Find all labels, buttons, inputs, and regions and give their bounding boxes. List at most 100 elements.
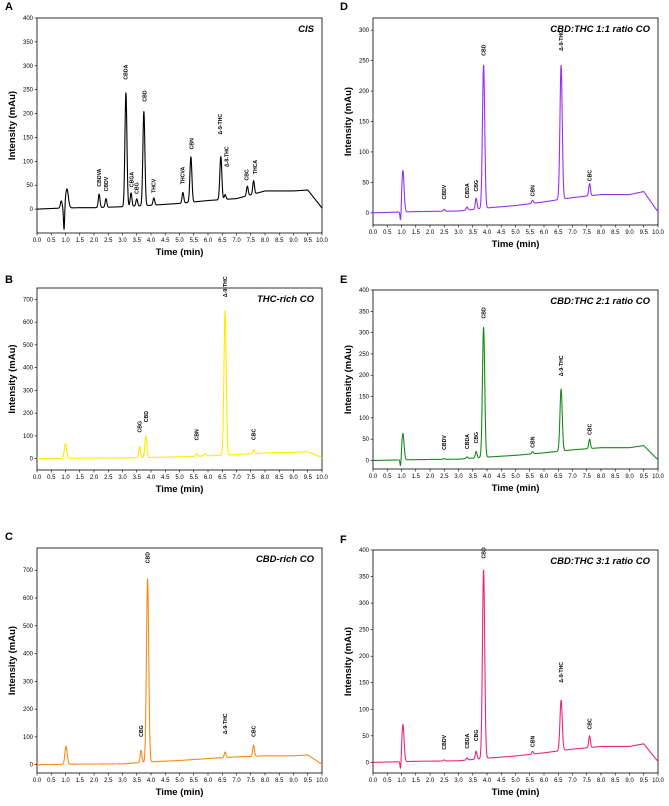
x-tick-label: 9.0: [625, 474, 634, 480]
peak-label: Δ-9-THC: [223, 276, 229, 297]
x-tick-label: 3.5: [133, 238, 142, 244]
y-tick-label: 300: [359, 331, 370, 337]
x-tick-label: 6.0: [204, 238, 213, 244]
x-tick-label: 6.5: [218, 475, 227, 481]
y-tick-label: 250: [359, 628, 370, 634]
x-tick-label: 5.0: [175, 238, 184, 244]
peak-label: CBC: [587, 423, 593, 434]
peak-label: CBN: [194, 429, 200, 440]
x-tick-label: 9.0: [625, 230, 634, 236]
y-tick-label: 0: [366, 760, 370, 766]
x-tick-label: 1.0: [61, 475, 70, 481]
x-tick-label: 9.0: [289, 475, 298, 481]
y-tick-label: 150: [359, 395, 370, 401]
chart-panel-a: 0.0 0.5 1.0 1.5 2.0 2.5 3.0 3.5 4.0 4.5 5.0 5.5 6.0 6…: [5, 1, 328, 258]
y-tick-label: 400: [359, 548, 370, 554]
peak-label: CBC: [244, 169, 250, 180]
y-tick-label: 100: [359, 150, 370, 156]
x-tick-label: 0.5: [383, 230, 392, 236]
x-tick-label: 4.0: [147, 475, 156, 481]
x-tick-label: 1.0: [61, 778, 70, 784]
x-tick-label: 9.5: [640, 474, 649, 480]
x-axis-label: Time (min): [156, 484, 204, 495]
x-tick-label: 0.5: [47, 475, 56, 481]
x-tick-label: 5.0: [175, 778, 184, 784]
peak-label: Δ-9-THC: [218, 114, 224, 135]
chromatogram-trace: [36, 92, 323, 230]
peak-label: CBDA: [465, 733, 471, 748]
x-tick-label: 0.0: [369, 474, 378, 480]
x-tick-label: 2.0: [90, 778, 99, 784]
x-tick-label: 8.5: [275, 778, 284, 784]
x-tick-label: 3.5: [133, 778, 142, 784]
x-tick-label: 2.5: [440, 230, 449, 236]
y-tick-label: 100: [359, 416, 370, 422]
plot-frame: [36, 287, 323, 471]
x-tick-label: 2.5: [104, 778, 113, 784]
x-tick-label: 7.5: [247, 238, 256, 244]
x-tick-label: 9.5: [640, 778, 649, 784]
x-tick-label: 7.5: [583, 474, 592, 480]
peak-label: CBGA: [129, 172, 135, 188]
y-axis-label: Intensity (mAu): [7, 344, 18, 413]
panel-title: THC-rich CO: [257, 294, 315, 305]
y-tick-label: 600: [23, 596, 34, 602]
y-tick-label: 150: [359, 681, 370, 687]
peak-label: CBN: [189, 138, 195, 149]
x-tick-label: 1.5: [412, 778, 421, 784]
peak-label: CBG: [137, 421, 143, 433]
x-tick-label: 7.0: [568, 778, 577, 784]
x-tick-label: 9.0: [625, 778, 634, 784]
y-tick-label: 400: [23, 16, 34, 22]
x-tick-label: 6.0: [540, 778, 549, 784]
x-axis-label: Time (min): [156, 787, 204, 798]
x-tick-label: 9.5: [304, 778, 313, 784]
y-tick-label: 100: [23, 434, 34, 440]
peak-label: CBDV: [442, 184, 448, 199]
y-tick-label: 100: [23, 735, 34, 741]
x-tick-label: 8.5: [275, 238, 284, 244]
y-axis-label: Intensity (mAu): [7, 626, 18, 695]
peak-label: CBDA: [124, 64, 130, 79]
x-axis-label: Time (min): [492, 787, 540, 798]
peak-label: Δ-9-THC: [559, 662, 565, 683]
peak-label: CBDV: [442, 435, 448, 450]
x-tick-label: 5.5: [526, 778, 535, 784]
x-tick-label: 5.5: [526, 230, 535, 236]
x-tick-label: 4.5: [161, 778, 170, 784]
y-tick-label: 700: [23, 297, 34, 303]
y-tick-label: 300: [23, 64, 34, 70]
peak-label: CBN: [530, 735, 536, 746]
x-tick-label: 0.5: [47, 238, 56, 244]
x-tick-label: 4.5: [497, 474, 506, 480]
y-tick-label: 0: [366, 458, 370, 464]
y-tick-label: 200: [359, 654, 370, 660]
peak-label: CBG: [474, 730, 480, 742]
y-axis-label: Intensity (mAu): [7, 91, 18, 160]
y-tick-label: 100: [359, 707, 370, 713]
panel-title: CBD:THC 2:1 ratio CO: [550, 296, 650, 307]
y-tick-label: 200: [23, 411, 34, 417]
x-tick-label: 1.0: [397, 778, 406, 784]
x-tick-label: 7.0: [232, 238, 241, 244]
y-tick-label: 400: [23, 366, 34, 372]
x-tick-label: 8.0: [597, 230, 606, 236]
peak-label: CBN: [530, 185, 536, 196]
panel-letter: A: [5, 1, 13, 13]
x-tick-label: 3.5: [469, 778, 478, 784]
y-tick-label: 150: [23, 135, 34, 141]
peak-label: CBD: [144, 411, 150, 422]
chart-panel-b: 0.0 0.5 1.0 1.5 2.0 2.5 3.0 3.5 4.0 4.5 5.0 5.5 6.0 6…: [5, 274, 328, 495]
y-tick-label: 300: [359, 601, 370, 607]
x-tick-label: 10.0: [316, 778, 328, 784]
x-tick-label: 4.5: [161, 238, 170, 244]
x-tick-label: 7.5: [583, 230, 592, 236]
x-tick-label: 5.5: [190, 778, 199, 784]
y-tick-label: 50: [362, 180, 369, 186]
peak-label: THCV: [152, 178, 158, 193]
y-axis-label: Intensity (mAu): [343, 345, 354, 414]
x-tick-label: 5.0: [511, 474, 520, 480]
peak-label: CBC: [251, 428, 257, 439]
plot-frame: [372, 549, 659, 774]
x-tick-label: 8.0: [261, 238, 270, 244]
